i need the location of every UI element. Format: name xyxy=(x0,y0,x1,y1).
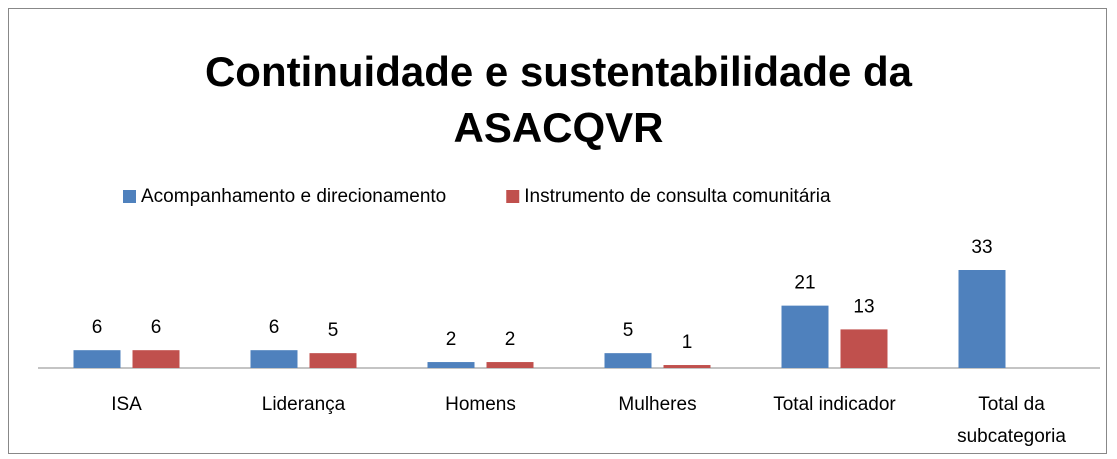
bar xyxy=(781,305,829,368)
data-label: 6 xyxy=(269,317,280,338)
bar xyxy=(427,362,475,368)
data-label: 5 xyxy=(623,320,634,341)
legend-label: Acompanhamento e direcionamento xyxy=(141,186,446,207)
chart-frame xyxy=(8,8,1107,454)
data-label: 13 xyxy=(853,296,874,317)
bar xyxy=(250,350,298,368)
chart-title: Continuidade e sustentabilidade da ASACQ… xyxy=(204,48,913,151)
bar xyxy=(663,365,711,368)
data-label: 6 xyxy=(151,317,162,338)
data-label: 2 xyxy=(505,329,516,350)
data-label: 1 xyxy=(682,332,693,353)
x-tick-label: Total da subcategoria xyxy=(957,394,1066,447)
x-tick-label: Liderança xyxy=(261,394,346,415)
data-label: 5 xyxy=(328,320,339,341)
data-label: 21 xyxy=(794,273,815,294)
legend-label: Instrumento de consulta comunitária xyxy=(524,186,831,207)
legend-swatch xyxy=(506,190,520,203)
x-tick-label: ISA xyxy=(111,394,142,415)
x-tick-label: Homens xyxy=(445,394,516,415)
bar xyxy=(958,270,1006,368)
bar xyxy=(840,329,888,368)
bar xyxy=(132,350,180,368)
data-label: 6 xyxy=(92,317,103,338)
bar xyxy=(486,362,534,368)
data-label: 33 xyxy=(971,237,992,258)
x-tick-label: Total indicador xyxy=(773,394,896,415)
bar xyxy=(309,353,357,368)
bar xyxy=(73,350,121,368)
bar xyxy=(604,353,652,368)
x-tick-label: Mulheres xyxy=(618,394,697,415)
legend-swatch xyxy=(123,190,136,203)
data-label: 2 xyxy=(446,329,457,350)
